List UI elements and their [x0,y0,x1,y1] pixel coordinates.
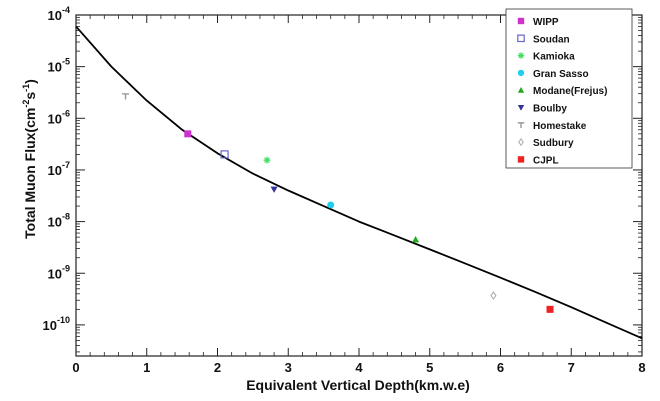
y-tick-exponent: -5 [62,57,70,67]
x-tick-label: 6 [497,360,504,375]
legend-label-modane-frejus: Modane(Frejus) [533,86,607,97]
y-axis-title: Total Muon Flux(cm-2s-1) [21,79,38,239]
y-tick-base: 10 [48,163,62,178]
legend-label-kamioka: Kamioka [533,52,575,63]
x-tick-label: 2 [214,360,221,375]
y-tick-base: 10 [43,318,57,333]
y-axis-title-end: ) [22,79,38,84]
y-tick-exponent: -7 [62,160,70,170]
y-tick-label: 10-7 [48,160,70,178]
y-tick-exponent: -6 [62,108,70,118]
legend-box [505,8,633,169]
y-tick-label: 10-9 [48,263,70,281]
data-point-modane-frejus [412,236,420,243]
legend-marker-boulby [517,104,525,111]
y-tick-base: 10 [48,111,62,126]
legend-label-soudan: Soudan [533,34,570,45]
legend: WIPP Soudan Kamioka Gran Sasso Modane(Frejus… [505,8,633,169]
data-point-gran-sasso [327,201,335,209]
x-tick-label: 1 [143,360,150,375]
y-axis-title-exp1: -2 [21,100,31,108]
y-tick-label: 10-5 [48,57,70,75]
y-tick-base: 10 [48,8,62,23]
y-tick-base: 10 [48,215,62,230]
legend-label-gran-sasso: Gran Sasso [533,69,589,80]
x-tick-label: 4 [355,360,363,375]
data-point-soudan [220,150,229,159]
legend-marker-cjpl [517,156,525,163]
legend-marker-wipp [517,17,525,25]
y-tick-label: 10-6 [48,108,70,126]
y-tick-exponent: -8 [62,212,70,222]
y-tick-base: 10 [48,60,62,75]
legend-marker-kamioka [517,52,525,59]
fit-curve [75,25,643,340]
data-point-sudbury [490,291,497,300]
y-axis-title-exp2: -1 [21,84,31,92]
legend-label-wipp: WIPP [533,17,559,28]
y-tick-label: 10-8 [48,212,70,230]
y-axis-title-main: Total Muon Flux(cm [22,108,38,239]
y-tick-label: 10-10 [43,315,70,333]
x-tick-label: 7 [568,360,575,375]
x-tick-label: 5 [426,360,433,375]
y-tick-exponent: -10 [57,315,70,325]
y-tick-base: 10 [48,266,62,281]
y-tick-exponent: -4 [62,5,70,15]
data-point-wipp [184,130,192,138]
fit-curve-layer [75,25,643,340]
legend-label-boulby: Boulby [533,104,567,115]
x-tick-label: 3 [285,360,292,375]
legend-marker-gran-sasso [517,69,525,77]
legend-marker-soudan [517,34,525,43]
x-axis-title: Equivalent Vertical Depth(km.w.e) [246,377,470,393]
legend-marker-modane-frejus [517,87,525,93]
legend-label-homestake: Homestake [533,121,587,132]
data-point-boulby [270,186,278,193]
legend-label-sudbury: Sudbury [533,138,574,149]
legend-label-cjpl: CJPL [533,155,559,166]
data-points-layer [122,93,554,313]
data-point-cjpl [546,305,554,313]
legend-marker-homestake [517,122,525,128]
y-tick-label: 10-4 [48,5,70,23]
y-axis-title-mid: s [22,92,38,100]
y-tick-exponent: -9 [62,263,70,273]
data-point-kamioka [263,156,271,164]
x-axis-ticks: 0 1 2 3 4 5 6 7 8 [72,15,646,375]
legend-marker-sudbury [518,138,524,147]
y-axis-ticks: 10-410-510-610-710-810-910-10 [43,5,642,353]
x-tick-label: 8 [638,360,645,375]
x-tick-label: 0 [72,360,79,375]
data-point-homestake [122,93,130,100]
